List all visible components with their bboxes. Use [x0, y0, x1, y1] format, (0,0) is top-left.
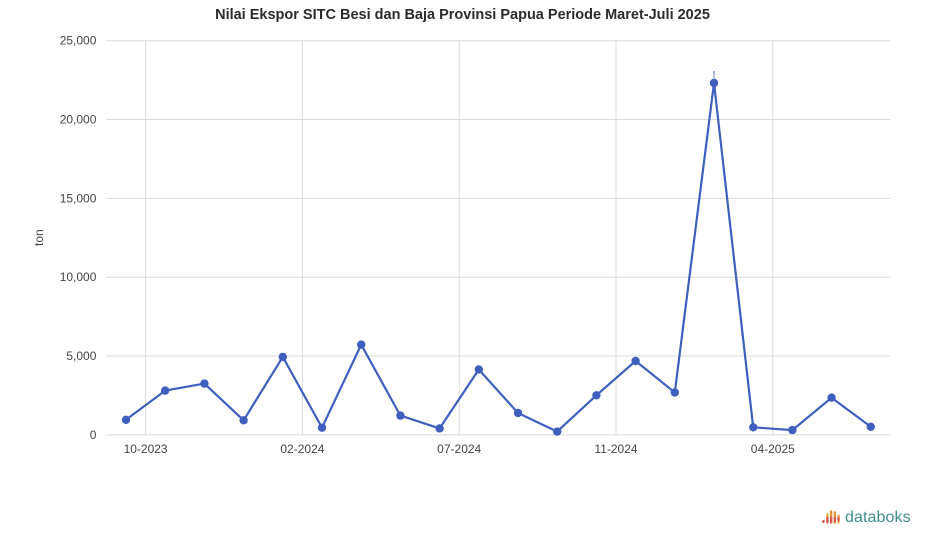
svg-text:02-2024: 02-2024: [280, 442, 324, 456]
svg-text:10-2023: 10-2023: [124, 442, 168, 456]
svg-text:04-2025: 04-2025: [751, 442, 795, 456]
svg-text:20,000: 20,000: [60, 113, 97, 127]
svg-text:07-2024: 07-2024: [437, 442, 481, 456]
svg-text:5,000: 5,000: [66, 349, 96, 363]
svg-text:10,000: 10,000: [60, 270, 97, 284]
svg-text:11-2024: 11-2024: [594, 442, 637, 456]
svg-text:25,000: 25,000: [60, 34, 97, 48]
svg-text:0: 0: [90, 428, 97, 442]
svg-text:15,000: 15,000: [60, 191, 97, 205]
